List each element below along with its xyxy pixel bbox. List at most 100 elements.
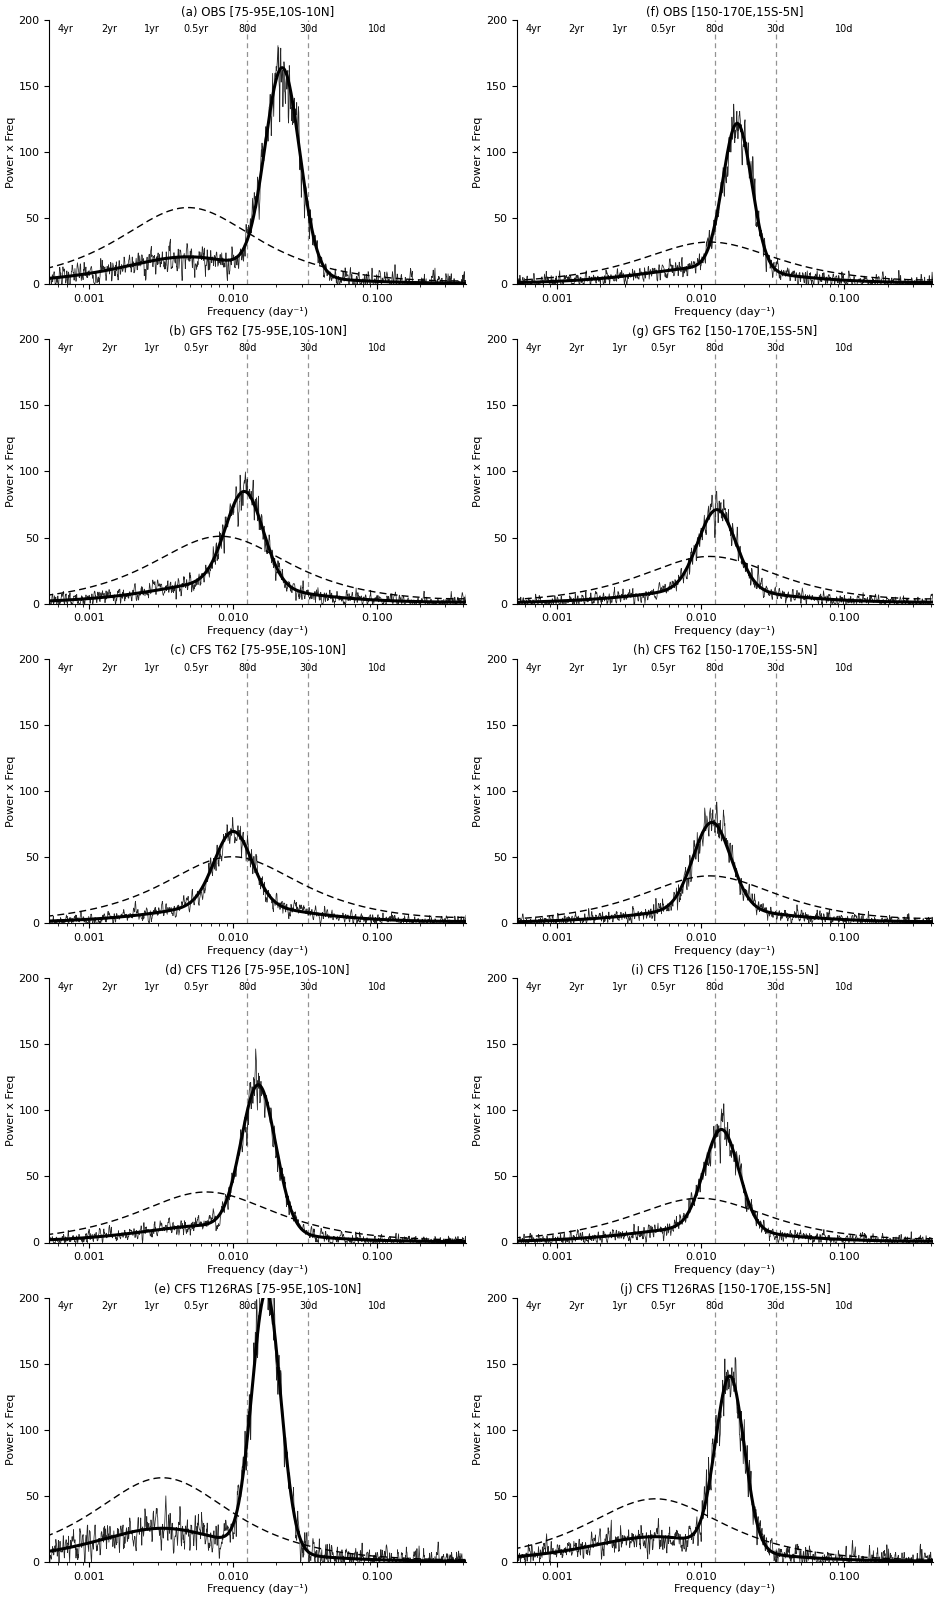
Text: 10d: 10d: [835, 982, 854, 992]
Text: 1yr: 1yr: [612, 982, 627, 992]
Text: 2yr: 2yr: [568, 1301, 584, 1312]
Text: 10d: 10d: [368, 1301, 386, 1312]
Text: 4yr: 4yr: [58, 342, 74, 354]
Text: 0.5yr: 0.5yr: [651, 662, 675, 672]
Title: (j) CFS T126RAS [150-170E,15S-5N]: (j) CFS T126RAS [150-170E,15S-5N]: [620, 1283, 830, 1296]
Text: 80d: 80d: [705, 1301, 724, 1312]
Y-axis label: Power x Freq: Power x Freq: [6, 117, 16, 187]
Text: 80d: 80d: [238, 1301, 256, 1312]
Title: (d) CFS T126 [75-95E,10S-10N]: (d) CFS T126 [75-95E,10S-10N]: [165, 963, 350, 978]
X-axis label: Frequency (day⁻¹): Frequency (day⁻¹): [674, 626, 776, 637]
Y-axis label: Power x Freq: Power x Freq: [6, 435, 16, 507]
Text: 4yr: 4yr: [58, 662, 74, 672]
Y-axis label: Power x Freq: Power x Freq: [473, 1394, 483, 1466]
Text: 30d: 30d: [766, 24, 785, 34]
Text: 2yr: 2yr: [568, 662, 584, 672]
Text: 0.5yr: 0.5yr: [183, 662, 208, 672]
Text: 30d: 30d: [300, 1301, 317, 1312]
Text: 1yr: 1yr: [145, 342, 161, 354]
Text: 0.5yr: 0.5yr: [651, 1301, 675, 1312]
Text: 30d: 30d: [300, 662, 317, 672]
Title: (h) CFS T62 [150-170E,15S-5N]: (h) CFS T62 [150-170E,15S-5N]: [633, 645, 817, 658]
Text: 10d: 10d: [368, 24, 386, 34]
X-axis label: Frequency (day⁻¹): Frequency (day⁻¹): [207, 1584, 308, 1595]
Text: 1yr: 1yr: [145, 1301, 161, 1312]
Text: 80d: 80d: [238, 662, 256, 672]
Text: 30d: 30d: [766, 982, 785, 992]
X-axis label: Frequency (day⁻¹): Frequency (day⁻¹): [674, 1584, 776, 1595]
Text: 2yr: 2yr: [568, 342, 584, 354]
Text: 2yr: 2yr: [101, 1301, 117, 1312]
Text: 0.5yr: 0.5yr: [183, 982, 208, 992]
X-axis label: Frequency (day⁻¹): Frequency (day⁻¹): [674, 946, 776, 955]
Y-axis label: Power x Freq: Power x Freq: [473, 755, 483, 827]
Text: 10d: 10d: [835, 24, 854, 34]
X-axis label: Frequency (day⁻¹): Frequency (day⁻¹): [207, 1266, 308, 1275]
Text: 1yr: 1yr: [612, 24, 627, 34]
Text: 2yr: 2yr: [101, 24, 117, 34]
Text: 2yr: 2yr: [101, 662, 117, 672]
Y-axis label: Power x Freq: Power x Freq: [473, 435, 483, 507]
Text: 0.5yr: 0.5yr: [651, 982, 675, 992]
Text: 2yr: 2yr: [101, 342, 117, 354]
Text: 0.5yr: 0.5yr: [651, 342, 675, 354]
Text: 10d: 10d: [835, 1301, 854, 1312]
Title: (e) CFS T126RAS [75-95E,10S-10N]: (e) CFS T126RAS [75-95E,10S-10N]: [154, 1283, 362, 1296]
Text: 80d: 80d: [238, 24, 256, 34]
X-axis label: Frequency (day⁻¹): Frequency (day⁻¹): [207, 626, 308, 637]
Text: 1yr: 1yr: [145, 24, 161, 34]
Text: 30d: 30d: [766, 342, 785, 354]
Text: 4yr: 4yr: [525, 24, 541, 34]
Text: 30d: 30d: [766, 662, 785, 672]
X-axis label: Frequency (day⁻¹): Frequency (day⁻¹): [207, 946, 308, 955]
Text: 1yr: 1yr: [145, 982, 161, 992]
X-axis label: Frequency (day⁻¹): Frequency (day⁻¹): [674, 307, 776, 317]
Title: (i) CFS T126 [150-170E,15S-5N]: (i) CFS T126 [150-170E,15S-5N]: [631, 963, 819, 978]
Text: 2yr: 2yr: [101, 982, 117, 992]
Text: 30d: 30d: [300, 342, 317, 354]
Title: (a) OBS [75-95E,10S-10N]: (a) OBS [75-95E,10S-10N]: [181, 5, 334, 19]
Text: 4yr: 4yr: [525, 662, 541, 672]
Text: 10d: 10d: [368, 982, 386, 992]
Text: 10d: 10d: [368, 662, 386, 672]
Text: 0.5yr: 0.5yr: [651, 24, 675, 34]
Text: 2yr: 2yr: [568, 982, 584, 992]
Title: (g) GFS T62 [150-170E,15S-5N]: (g) GFS T62 [150-170E,15S-5N]: [632, 325, 818, 338]
Text: 80d: 80d: [705, 24, 724, 34]
Text: 10d: 10d: [368, 342, 386, 354]
Title: (b) GFS T62 [75-95E,10S-10N]: (b) GFS T62 [75-95E,10S-10N]: [169, 325, 346, 338]
Text: 1yr: 1yr: [145, 662, 161, 672]
Y-axis label: Power x Freq: Power x Freq: [473, 1075, 483, 1146]
Text: 0.5yr: 0.5yr: [183, 342, 208, 354]
Text: 80d: 80d: [705, 662, 724, 672]
Text: 30d: 30d: [300, 982, 317, 992]
Title: (f) OBS [150-170E,15S-5N]: (f) OBS [150-170E,15S-5N]: [646, 5, 804, 19]
Title: (c) CFS T62 [75-95E,10S-10N]: (c) CFS T62 [75-95E,10S-10N]: [170, 645, 346, 658]
Text: 1yr: 1yr: [612, 1301, 627, 1312]
X-axis label: Frequency (day⁻¹): Frequency (day⁻¹): [674, 1266, 776, 1275]
Y-axis label: Power x Freq: Power x Freq: [473, 117, 483, 187]
Text: 80d: 80d: [705, 342, 724, 354]
Text: 4yr: 4yr: [58, 24, 74, 34]
Text: 4yr: 4yr: [58, 1301, 74, 1312]
Y-axis label: Power x Freq: Power x Freq: [6, 1394, 16, 1466]
Text: 4yr: 4yr: [58, 982, 74, 992]
Text: 4yr: 4yr: [525, 342, 541, 354]
Text: 80d: 80d: [705, 982, 724, 992]
Text: 10d: 10d: [835, 662, 854, 672]
Y-axis label: Power x Freq: Power x Freq: [6, 755, 16, 827]
Text: 0.5yr: 0.5yr: [183, 1301, 208, 1312]
X-axis label: Frequency (day⁻¹): Frequency (day⁻¹): [207, 307, 308, 317]
Text: 2yr: 2yr: [568, 24, 584, 34]
Text: 4yr: 4yr: [525, 1301, 541, 1312]
Text: 80d: 80d: [238, 982, 256, 992]
Text: 0.5yr: 0.5yr: [183, 24, 208, 34]
Y-axis label: Power x Freq: Power x Freq: [6, 1075, 16, 1146]
Text: 1yr: 1yr: [612, 662, 627, 672]
Text: 4yr: 4yr: [525, 982, 541, 992]
Text: 30d: 30d: [300, 24, 317, 34]
Text: 80d: 80d: [238, 342, 256, 354]
Text: 10d: 10d: [835, 342, 854, 354]
Text: 1yr: 1yr: [612, 342, 627, 354]
Text: 30d: 30d: [766, 1301, 785, 1312]
